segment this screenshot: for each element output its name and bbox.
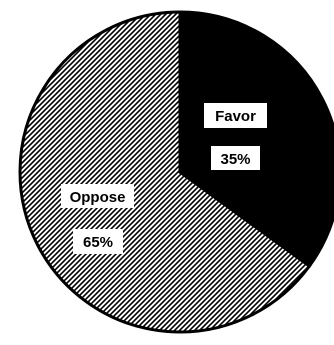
favor-value-label: 35%: [220, 151, 250, 168]
oppose-value-label: 65%: [83, 234, 113, 251]
favor-value-bg: [211, 146, 260, 170]
favor-label: Favor: [215, 108, 256, 125]
pie-slice-favor: [178, 10, 334, 269]
oppose-value-bg: [73, 229, 123, 254]
oppose-label: Oppose: [70, 189, 126, 206]
favor-label-bg: [204, 103, 267, 128]
oppose-label-bg: [61, 184, 134, 208]
